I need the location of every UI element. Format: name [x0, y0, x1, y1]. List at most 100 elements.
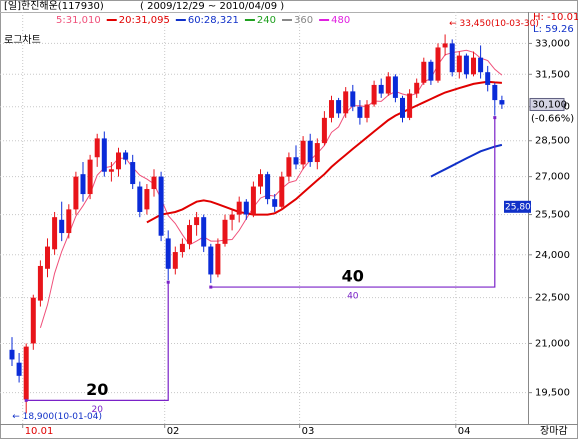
legend-label: 20:31,095: [119, 15, 170, 26]
candle-body: [392, 76, 398, 98]
candle-body: [478, 57, 484, 73]
candle-body: [463, 55, 469, 75]
last-price-box: [529, 97, 565, 111]
change-label: (-0.66%): [531, 113, 574, 124]
y-tick-label: 21,000: [535, 338, 570, 349]
candle-body: [329, 100, 334, 118]
count-sublabel: 20: [91, 405, 103, 415]
candle-body: [357, 106, 363, 118]
candle-body: [187, 225, 192, 244]
candle-body: [350, 91, 356, 107]
candle-body: [66, 209, 72, 234]
y-tick-label: 31,500: [535, 69, 570, 80]
candle-body: [179, 243, 185, 253]
y-tick-label: 19,500: [535, 388, 570, 399]
y-tick-label: 24,000: [535, 250, 570, 261]
candle-body: [52, 217, 58, 250]
candle-body: [116, 152, 121, 170]
x-tick-label: 03: [302, 426, 315, 437]
candle-body: [265, 174, 271, 200]
ma-line: [146, 80, 502, 224]
candle-body: [471, 57, 476, 75]
legend-label: 240: [257, 15, 276, 26]
candle-body: [449, 43, 455, 73]
candle-body: [80, 174, 86, 195]
low-rate: L: 59.26: [533, 24, 574, 35]
candle-body: [371, 84, 377, 105]
legend-label: 480: [331, 15, 350, 26]
x-tick-label: 04: [458, 426, 471, 437]
candle-body: [258, 174, 263, 187]
candle-body: [343, 91, 349, 114]
candle-body: [485, 72, 491, 85]
count-dot: [24, 398, 28, 402]
legend-label: 60:28,321: [188, 15, 239, 26]
period-high-label: ← 33,450(10-03-30): [449, 19, 539, 29]
candle-body: [250, 186, 256, 215]
chart-title: [일]한진해운(117930): [4, 0, 104, 12]
candle-body: [300, 140, 306, 165]
candle-body: [16, 362, 22, 376]
period-low-label: ← 18,900(10-01-04): [12, 412, 102, 422]
y-tick-label: 27,000: [535, 172, 570, 183]
legend-label: 360: [294, 15, 313, 26]
candle-body: [236, 201, 242, 215]
candle-body: [314, 143, 320, 163]
y-tick-label: 28,500: [535, 136, 570, 147]
candle-body: [414, 82, 420, 94]
candle-body: [130, 162, 136, 185]
candle-body: [45, 246, 50, 269]
x-tick-label: 02: [167, 426, 180, 437]
count-dot: [209, 285, 213, 289]
candle-body: [30, 297, 36, 344]
candle-body: [442, 43, 448, 48]
count-label: 20: [86, 380, 108, 399]
candle-body: [364, 104, 370, 118]
candle-body: [123, 152, 129, 160]
count-dot: [493, 116, 497, 120]
candle-body: [137, 186, 143, 212]
marker-price-box: [504, 200, 531, 213]
candle-body: [293, 157, 299, 165]
x-end-label: 장마감: [540, 425, 568, 437]
candle-body: [378, 84, 384, 94]
candle-body: [201, 217, 207, 247]
candle-body: [229, 214, 235, 220]
candle-body: [208, 246, 214, 275]
candle-body: [215, 243, 221, 275]
chart-subtitle: ( 2009/12/29 ~ 2010/04/09 ): [140, 1, 284, 12]
candle-body: [407, 93, 413, 118]
candle-body: [222, 219, 228, 244]
x-tick-label: 10.01: [25, 426, 54, 437]
candle-body: [321, 117, 327, 144]
candle-body: [87, 159, 93, 195]
y-tick-label: 22,500: [535, 293, 570, 304]
candle-body: [194, 217, 200, 226]
candle-body: [243, 201, 249, 215]
candle-body: [435, 47, 441, 81]
candle-body: [158, 176, 164, 236]
candle-body: [151, 176, 157, 190]
candle-body: [336, 100, 342, 114]
candle-body: [59, 219, 65, 234]
count-sublabel: 40: [347, 292, 359, 302]
ma-line: [430, 143, 503, 178]
candle-body: [385, 76, 391, 94]
candle-body: [73, 176, 79, 210]
candle-body: [400, 97, 405, 118]
marker-price-label: 25,800: [505, 202, 537, 212]
candle-body: [307, 140, 313, 163]
count-line: [210, 117, 496, 288]
high-rate: H: -10.01: [533, 12, 578, 23]
count-label: 40: [342, 267, 364, 286]
candle-body: [272, 199, 278, 207]
candle-body: [279, 176, 285, 207]
candle-body: [456, 55, 462, 73]
candle-body: [144, 189, 150, 210]
legend-label: 5:31,010: [56, 15, 101, 26]
y-tick-label: 25,500: [535, 210, 570, 221]
candle-body: [108, 169, 114, 172]
